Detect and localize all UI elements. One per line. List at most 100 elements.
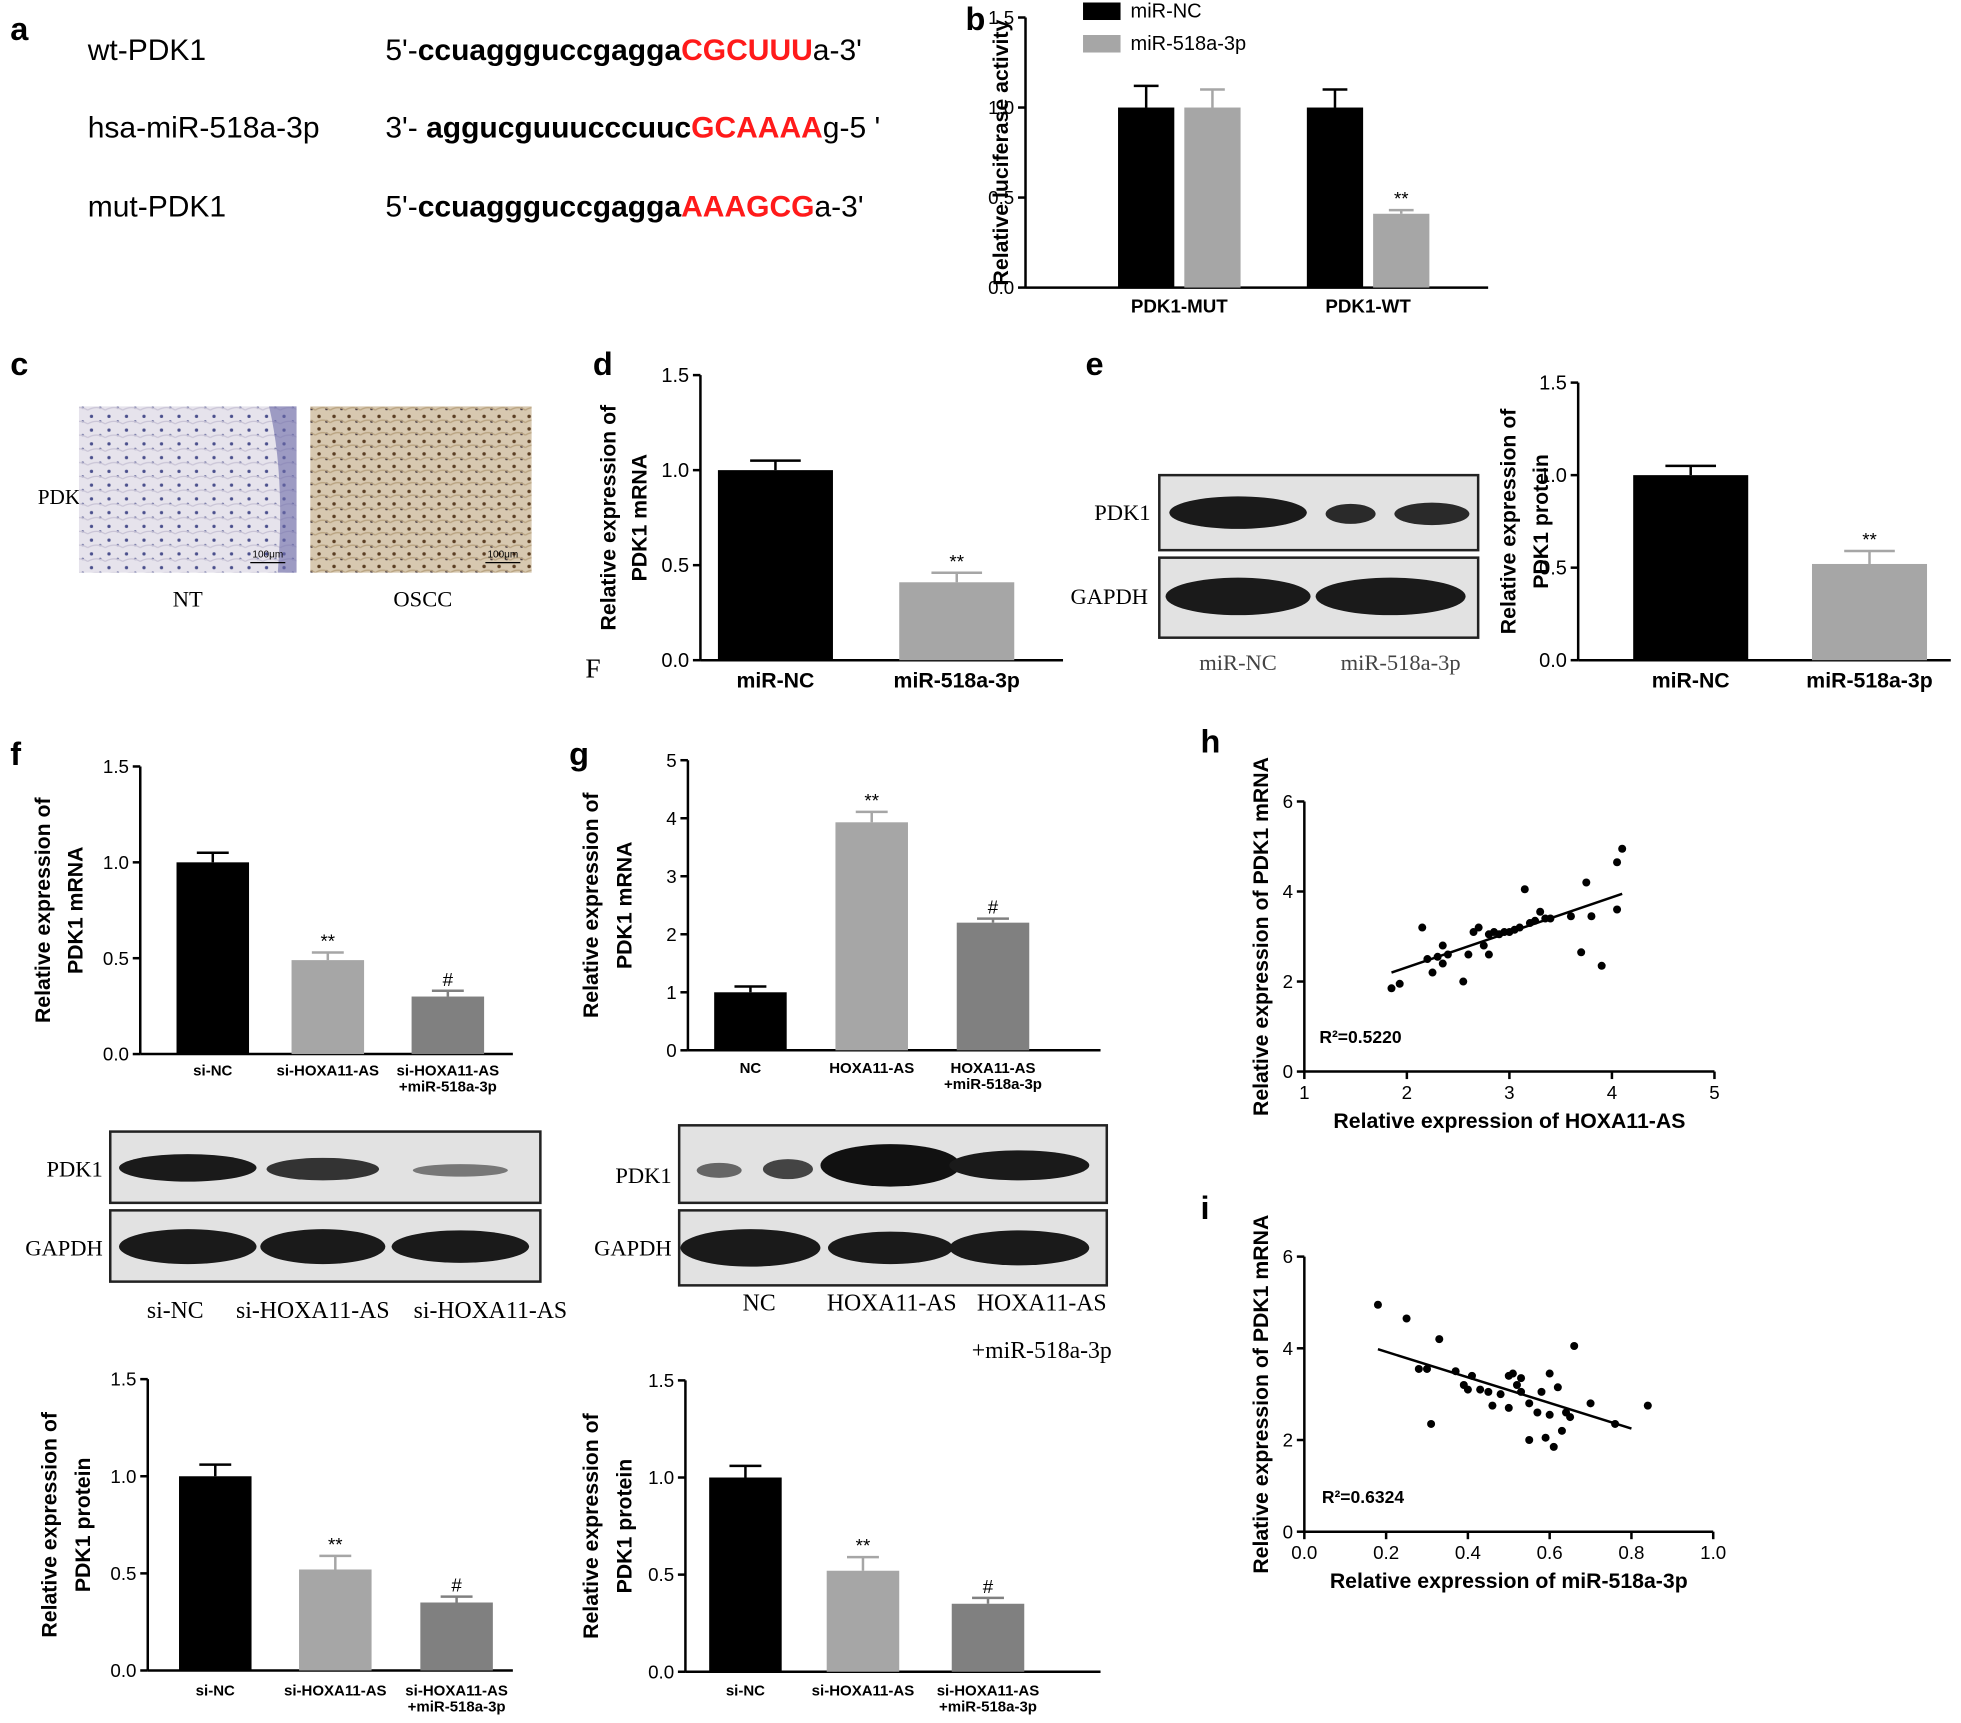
y-axis-label: Relative expression of xyxy=(579,1412,603,1638)
bar xyxy=(1184,107,1241,288)
legend-label: miR-NC xyxy=(1131,1,1202,23)
bar xyxy=(1811,563,1928,661)
panel-letter: h xyxy=(1201,724,1221,760)
fit-line xyxy=(1377,1348,1632,1430)
blot-column-label: HOXA11-AS xyxy=(827,1290,957,1316)
x-tick-label: NC xyxy=(740,1060,762,1077)
western-blot: PDK1 GAPDH NC HOXA11-AS HOXA11-AS +miR-5… xyxy=(594,1124,1112,1364)
x-tick-label: 0.6 xyxy=(1537,1542,1563,1563)
sequence: 3'- aggucguuucccuucGCAAAAg-5 ' xyxy=(385,112,880,145)
ihc-image xyxy=(78,406,297,573)
point xyxy=(1597,961,1606,970)
point xyxy=(1517,1374,1526,1383)
x-tick-label: 0.0 xyxy=(1291,1542,1317,1563)
panel-letter: c xyxy=(10,346,28,382)
annotation: R²=0.6324 xyxy=(1322,1487,1404,1507)
point xyxy=(1395,979,1404,988)
bar xyxy=(176,862,250,1055)
x-tick-label: si-NC xyxy=(193,1062,232,1079)
x-tick-label: HOXA11-AS xyxy=(829,1060,914,1077)
blot-column-label: si-HOXA11-AS xyxy=(414,1298,568,1324)
seq-prefix: 5'- xyxy=(385,34,417,67)
bar xyxy=(420,1602,493,1671)
point xyxy=(1438,959,1447,968)
y-axis-label: PDK1 mRNA xyxy=(613,841,637,969)
bar xyxy=(1118,107,1175,288)
point xyxy=(1438,941,1447,950)
point xyxy=(1570,1342,1579,1351)
blot-column-label: HOXA11-AS xyxy=(977,1290,1107,1316)
y-axis-label: Relative expression of PDK1 mRNA xyxy=(1249,1215,1273,1574)
point xyxy=(1566,1413,1575,1422)
point xyxy=(1525,1436,1534,1445)
legend-label: miR-518a-3p xyxy=(1131,33,1247,55)
y-tick-label: 0.5 xyxy=(661,555,689,577)
point xyxy=(1586,1399,1595,1408)
point xyxy=(1618,844,1627,853)
x-tick-label: 1.0 xyxy=(1700,1542,1726,1563)
significance: ** xyxy=(856,1535,871,1556)
point xyxy=(1484,1387,1493,1396)
point xyxy=(1463,1385,1472,1394)
point xyxy=(1643,1401,1652,1410)
point xyxy=(1414,1364,1423,1373)
blot-row-label: GAPDH xyxy=(25,1235,103,1260)
x-tick-label: +miR-518a-3p xyxy=(944,1076,1042,1093)
y-axis-label: Relative expression of xyxy=(579,792,603,1018)
y-axis-label: PDK1 protein xyxy=(613,1459,637,1594)
seq-suffix: a-3' xyxy=(813,34,862,67)
annotation: R²=0.5220 xyxy=(1319,1027,1401,1047)
x-tick-label: si-NC xyxy=(196,1682,235,1699)
point xyxy=(1525,1399,1534,1408)
band xyxy=(820,1144,961,1187)
x-tick-label: si-HOXA11-AS xyxy=(277,1062,380,1079)
western-blot: PDK1 GAPDH miR-NC miR-518a-3p xyxy=(1071,473,1480,675)
blot-column-label: NC xyxy=(743,1290,776,1316)
panel-letter: b xyxy=(965,1,985,37)
x-tick-label: +miR-518a-3p xyxy=(408,1699,506,1716)
y-tick-label: 1.0 xyxy=(988,97,1014,118)
bar xyxy=(899,582,1015,661)
sequence: 5'-ccuaggguccgaggaCGCUUUa-3' xyxy=(385,34,862,67)
image-label: NT xyxy=(173,586,203,611)
y-tick-label: 1.0 xyxy=(103,852,129,873)
seq-body: aggucguuucccuuc xyxy=(426,112,691,145)
bar xyxy=(826,1570,900,1672)
bar xyxy=(835,822,908,1051)
x-tick-label: si-HOXA11-AS xyxy=(937,1682,1040,1699)
band xyxy=(1165,577,1311,616)
y-tick-label: 1.0 xyxy=(1539,465,1567,487)
point xyxy=(1536,907,1545,916)
x-tick-label: miR-NC xyxy=(1652,669,1730,693)
blot-column-label: +miR-518a-3p xyxy=(972,1338,1112,1364)
blot-row-label: PDK1 xyxy=(615,1163,671,1188)
point xyxy=(1479,941,1488,950)
blot-column-label: miR-518a-3p xyxy=(1341,650,1461,675)
seq-body: ccuaggguccgagga xyxy=(418,34,682,67)
point xyxy=(1533,1408,1542,1417)
y-tick-label: 5 xyxy=(666,750,676,771)
point xyxy=(1435,1335,1444,1344)
y-tick-label: 0.5 xyxy=(648,1564,674,1585)
x-tick-label: 1 xyxy=(1299,1082,1309,1103)
x-tick-label: miR-518a-3p xyxy=(1806,669,1932,693)
legend-swatch xyxy=(1083,35,1121,53)
point xyxy=(1427,1419,1436,1428)
significance: # xyxy=(443,969,454,990)
blot-column-label: si-NC xyxy=(147,1298,204,1324)
point xyxy=(1423,1364,1432,1373)
y-axis-label: Relative expression of xyxy=(596,404,620,630)
y-tick-label: 2 xyxy=(1283,971,1293,992)
bar xyxy=(299,1569,372,1671)
point xyxy=(1582,878,1591,887)
panel-letter: a xyxy=(10,11,29,47)
panel-letter: d xyxy=(593,346,613,382)
band xyxy=(762,1159,813,1180)
sequence-name: hsa-miR-518a-3p xyxy=(88,112,320,145)
y-tick-label: 1 xyxy=(666,982,676,1003)
bar xyxy=(951,1603,1025,1672)
x-tick-label: +miR-518a-3p xyxy=(399,1079,497,1096)
band xyxy=(949,1230,1090,1266)
y-axis-label: Relative luciferase activity xyxy=(989,19,1013,285)
